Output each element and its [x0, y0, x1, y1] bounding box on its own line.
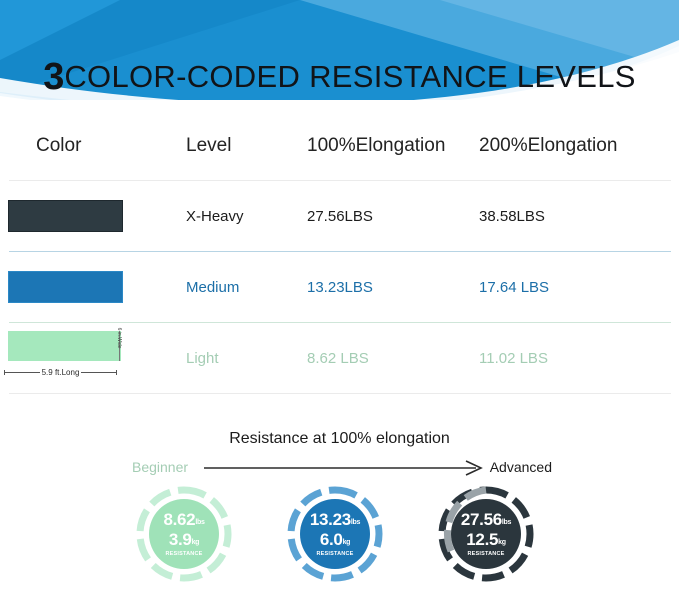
- elongation-200-cell: 38.58LBS: [479, 207, 545, 225]
- banner-graphic: [0, 0, 679, 112]
- table-header-row: Color Level 100%Elongation 200%Elongatio…: [0, 112, 679, 180]
- gauge-group: 8.62lbs 3.9kg RESISTANCE 13.23lbs 6.0kg …: [0, 486, 679, 596]
- light-gauge-readout: 8.62lbs 3.9kg RESISTANCE: [136, 486, 232, 582]
- column-header-color: Color: [36, 135, 82, 156]
- xheavy-gauge-lbs: 27.56lbs: [460, 509, 512, 529]
- axis-end-label: Advanced: [489, 459, 552, 475]
- light-gauge-kg-value: 3.9: [168, 529, 192, 549]
- color-swatch-light: [8, 331, 121, 361]
- color-cell: [0, 200, 172, 232]
- medium-gauge-kg: 6.0kg: [319, 529, 351, 549]
- light-gauge-kg: 3.9kg: [168, 529, 200, 549]
- xheavy-gauge-kg: 12.5kg: [466, 529, 506, 549]
- xheavy-gauge-kg-value: 12.5: [466, 529, 499, 549]
- medium-gauge-lbs-unit: lbs: [350, 518, 361, 526]
- length-dimension: 5.9 ft.Long: [4, 365, 117, 379]
- color-swatch-xheavy: [8, 200, 123, 232]
- light-gauge-lbs: 8.62lbs: [163, 511, 204, 528]
- xheavy-gauge: 27.56lbs 12.5kg RESISTANCE: [438, 486, 534, 582]
- table-bottom-divider: [8, 393, 671, 394]
- level-cell: Medium: [186, 278, 240, 296]
- medium-gauge-readout: 13.23lbs 6.0kg RESISTANCE: [287, 486, 383, 582]
- resistance-chart: Resistance at 100% elongation Beginner A…: [0, 430, 679, 605]
- medium-gauge: 13.23lbs 6.0kg RESISTANCE: [287, 486, 383, 582]
- medium-gauge-lbs-value: 13.23: [309, 509, 351, 529]
- elongation-100-cell: 27.56LBS: [307, 207, 373, 225]
- width-label: 6 in.Wide: [116, 327, 122, 349]
- xheavy-gauge-ring: [438, 486, 534, 582]
- dimension-line-left: [4, 369, 40, 375]
- level-cell: Light: [186, 349, 219, 367]
- elongation-100-cell: 8.62 LBS: [307, 349, 369, 367]
- column-header-elongation-200: 200%Elongation: [479, 135, 618, 156]
- color-swatch-medium: [8, 271, 123, 303]
- title-text: COLOR-CODED RESISTANCE LEVELS: [64, 59, 636, 94]
- header-divider: [8, 180, 671, 181]
- elongation-200-cell: 17.64 LBS: [479, 278, 550, 296]
- arrow-right-icon: [204, 460, 483, 476]
- table-row: 5.9 ft.Long 6 in.Wide Light 8.62 LBS 11.…: [0, 323, 679, 393]
- dimension-line-vertical: [119, 331, 120, 361]
- color-cell: [0, 271, 172, 303]
- light-gauge-kg-unit: kg: [191, 538, 200, 546]
- medium-gauge-caption: RESISTANCE: [316, 550, 354, 557]
- header-banner: 3COLOR-CODED RESISTANCE LEVELS: [0, 0, 679, 112]
- xheavy-gauge-lbs-unit: lbs: [501, 518, 512, 526]
- chart-title: Resistance at 100% elongation: [229, 430, 450, 447]
- xheavy-gauge-kg-unit: kg: [498, 538, 506, 546]
- elongation-100-cell: 13.23LBS: [307, 278, 373, 296]
- row-divider: [8, 322, 671, 323]
- width-dimension: 6 in.Wide: [114, 328, 126, 361]
- table-row: Medium 13.23LBS 17.64 LBS: [0, 252, 679, 322]
- xheavy-gauge-caption: RESISTANCE: [467, 550, 505, 557]
- light-gauge-caption: RESISTANCE: [165, 550, 203, 557]
- medium-gauge-ring: [287, 486, 383, 582]
- page-title: 3COLOR-CODED RESISTANCE LEVELS: [0, 56, 679, 99]
- xheavy-gauge-lbs-value: 27.56: [460, 509, 502, 529]
- xheavy-gauge-readout: 27.56lbs 12.5kg RESISTANCE: [438, 486, 534, 582]
- dimension-line-right: [81, 369, 117, 375]
- table-row: X-Heavy 27.56LBS 38.58LBS: [0, 181, 679, 251]
- medium-gauge-lbs: 13.23lbs: [309, 509, 361, 529]
- elongation-200-cell: 11.02 LBS: [479, 349, 548, 367]
- color-cell: 5.9 ft.Long 6 in.Wide: [0, 328, 172, 387]
- light-gauge-lbs-value: 8.62: [163, 509, 196, 529]
- light-gauge-lbs-unit: lbs: [195, 518, 205, 526]
- column-header-level: Level: [186, 135, 232, 156]
- medium-gauge-kg-value: 6.0: [319, 529, 343, 549]
- level-cell: X-Heavy: [186, 207, 244, 225]
- title-number: 3: [43, 56, 65, 98]
- light-gauge-ring: [136, 486, 232, 582]
- length-label: 5.9 ft.Long: [41, 367, 80, 377]
- column-header-elongation-100: 100%Elongation: [307, 135, 446, 156]
- progression-axis: Beginner Advanced: [132, 458, 552, 480]
- light-gauge: 8.62lbs 3.9kg RESISTANCE: [136, 486, 232, 582]
- row-divider: [8, 251, 671, 252]
- medium-gauge-kg-unit: kg: [342, 538, 351, 546]
- axis-start-label: Beginner: [132, 459, 189, 475]
- resistance-table: Color Level 100%Elongation 200%Elongatio…: [0, 112, 679, 394]
